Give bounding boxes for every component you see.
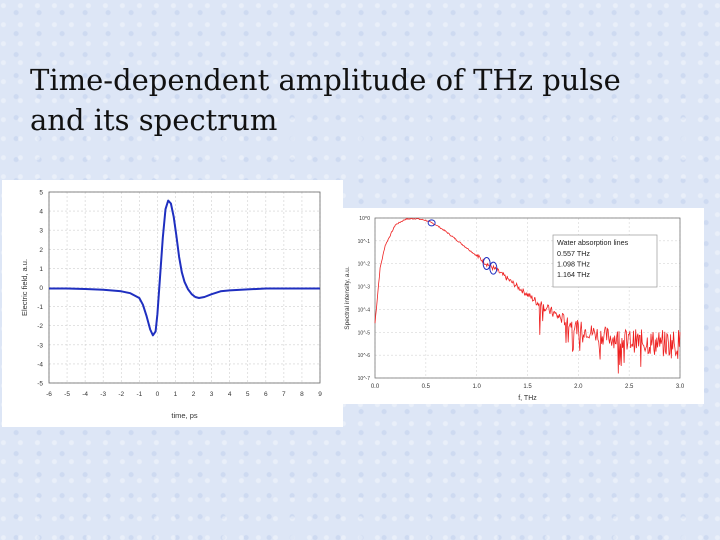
right-axes: 0.0 0.5 1.0 1.5 2.0 2.5 3.0 10^0 10^-1 10^-2 10^-3… (344, 216, 685, 402)
electric-field-svg: -6 -5 -4 -3 -2 -1 0 1 2 3 4 5 6 7 8 9543210-1-2-3-4-5ti… (20, 190, 322, 421)
electric-field-line (49, 199, 320, 337)
absorption-line-marker (482, 257, 491, 271)
left-x-tick-label: 9 (318, 391, 322, 398)
left-x-tick-label: 3 (210, 391, 214, 398)
left-y-tick-label: -1 (37, 304, 43, 311)
left-y-tick-label: -2 (37, 323, 43, 330)
right-y-tick-label: 10^-3 (358, 285, 371, 291)
left-y-tick-label: 2 (39, 247, 43, 254)
left-x-tick-label: 5 (246, 391, 250, 398)
right-plot-frame (374, 217, 681, 379)
left-x-tick-label: 4 (228, 391, 232, 398)
right-y-tick-label: 10^-4 (358, 307, 371, 313)
absorption-line-marker (427, 219, 436, 227)
right-x-axis-label: f, THz (518, 395, 537, 402)
left-x-tick-label: -2 (118, 391, 124, 398)
left-x-tick-label: -6 (46, 391, 52, 398)
left-x-tick-label: 6 (264, 391, 268, 398)
slide-title-line1: Time-dependent amplitude of THz pulse (30, 63, 621, 97)
spectrum-chart: 0.0 0.5 1.0 1.5 2.0 2.5 3.0 10^0 10^-1 10^-2 10^-3… (343, 208, 704, 404)
left-x-tick-label: 2 (192, 391, 196, 398)
right-y-tick-label: 10^-2 (358, 262, 371, 268)
right-x-tick-label: 1.0 (472, 384, 481, 390)
legend-entry: 0.557 THz (557, 249, 590, 258)
left-y-tick-label: 3 (39, 228, 43, 235)
right-y-tick-label: 10^-6 (358, 353, 371, 359)
slide-title: Time-dependent amplitude of THz pulse an… (30, 60, 690, 140)
left-x-tick-label: -3 (100, 391, 106, 398)
left-x-tick-label: 1 (174, 391, 178, 398)
spectrum-line (374, 217, 681, 374)
left-y-tick-label: -4 (37, 361, 43, 368)
spectrum-svg: 0.0 0.5 1.0 1.5 2.0 2.5 3.0 10^0 10^-1 10^-2 10^-3… (344, 216, 685, 402)
right-y-tick-label: 10^-1 (358, 239, 371, 245)
left-x-tick-label: 0 (156, 391, 160, 398)
left-y-axis-label: Electric field, a.u. (20, 259, 29, 316)
right-x-tick-label: 0.5 (422, 384, 431, 390)
right-x-tick-label: 1.5 (523, 384, 532, 390)
left-x-tick-label: -1 (136, 391, 142, 398)
legend-box (552, 234, 658, 288)
right-x-tick-label: 0.0 (371, 384, 380, 390)
right-y-tick-label: 10^-7 (358, 376, 371, 382)
left-x-tick-label: -4 (82, 391, 88, 398)
left-y-tick-label: -3 (37, 342, 43, 349)
right-x-tick-label: 2.0 (574, 384, 583, 390)
left-x-axis-label: time, ps (171, 411, 198, 420)
left-y-tick-label: 1 (39, 266, 43, 273)
legend-entry: 1.164 THz (557, 270, 590, 279)
right-y-axis-label: Spectral intensity, a.u. (344, 266, 351, 330)
legend-entry: 1.098 THz (557, 260, 590, 269)
right-x-tick-label: 2.5 (625, 384, 634, 390)
right-y-tick-label: 10^0 (359, 216, 370, 222)
left-y-tick-label: 4 (39, 209, 43, 216)
right-x-tick-label: 3.0 (676, 384, 685, 390)
left-y-tick-label: 5 (39, 190, 43, 197)
electric-field-chart: -6 -5 -4 -3 -2 -1 0 1 2 3 4 5 6 7 8 9 5 4 3 2 1 0 -1 -2 -3 -4 -5 ti… (2, 180, 343, 427)
left-x-tick-label: 7 (282, 391, 286, 398)
absorption-line-marker (489, 261, 498, 275)
left-x-tick-label: -5 (64, 391, 70, 398)
left-axes: -6 -5 -4 -3 -2 -1 0 1 2 3 4 5 6 7 8 9543210-1-2-3-4-5ti… (20, 190, 322, 421)
legend-heading: Water absorption lines (557, 238, 629, 247)
right-y-tick-label: 10^-5 (358, 330, 371, 336)
slide-title-line2: and its spectrum (30, 103, 278, 137)
left-x-tick-label: 8 (300, 391, 304, 398)
left-y-tick-label: 0 (39, 285, 43, 292)
left-y-tick-label: -5 (37, 381, 43, 388)
